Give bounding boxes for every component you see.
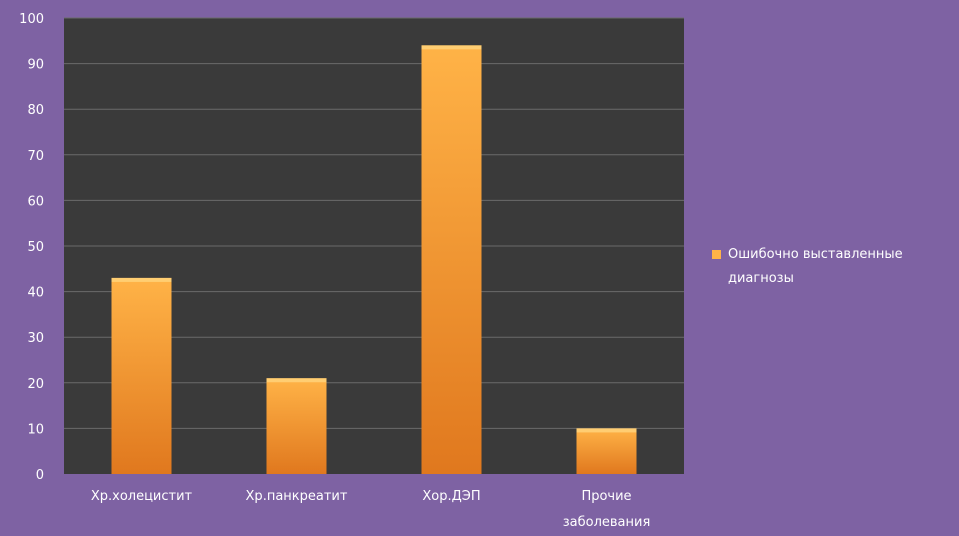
y-tick-label: 70 xyxy=(27,149,44,164)
y-tick-label: 100 xyxy=(19,12,44,27)
x-tick-label: Хор.ДЭП xyxy=(422,489,480,504)
legend: Ошибочно выставленные диагнозы xyxy=(712,247,903,286)
bar xyxy=(111,277,172,474)
y-axis-ticks: 0 10 20 30 40 50 60 70 80 90 100 xyxy=(19,12,44,483)
legend-swatch xyxy=(712,250,721,259)
y-tick-label: 10 xyxy=(27,422,44,437)
bars xyxy=(111,45,637,475)
bar-cap xyxy=(576,428,637,433)
bar-cap xyxy=(266,378,327,383)
y-tick-label: 90 xyxy=(27,58,44,73)
y-tick-label: 50 xyxy=(27,240,44,255)
bar xyxy=(576,428,637,474)
bar-cap xyxy=(421,45,482,50)
x-axis-labels: Хр.холецистит Хр.панкреатит Хор.ДЭП Прочие з… xyxy=(91,489,650,530)
y-tick-label: 0 xyxy=(36,468,44,483)
y-tick-label: 20 xyxy=(27,377,44,392)
x-tick-label: Прочие заболевания xyxy=(563,489,651,530)
bar xyxy=(266,378,327,474)
legend-label: Ошибочно выставленные диагнозы xyxy=(728,247,903,286)
y-tick-label: 30 xyxy=(27,331,44,346)
y-tick-label: 60 xyxy=(27,194,44,209)
x-tick-label: Хр.панкреатит xyxy=(246,489,348,504)
x-tick-label: Хр.холецистит xyxy=(91,489,193,504)
bar xyxy=(421,45,482,475)
y-tick-label: 80 xyxy=(27,103,44,118)
bar-cap xyxy=(111,277,172,282)
y-tick-label: 40 xyxy=(27,286,44,301)
